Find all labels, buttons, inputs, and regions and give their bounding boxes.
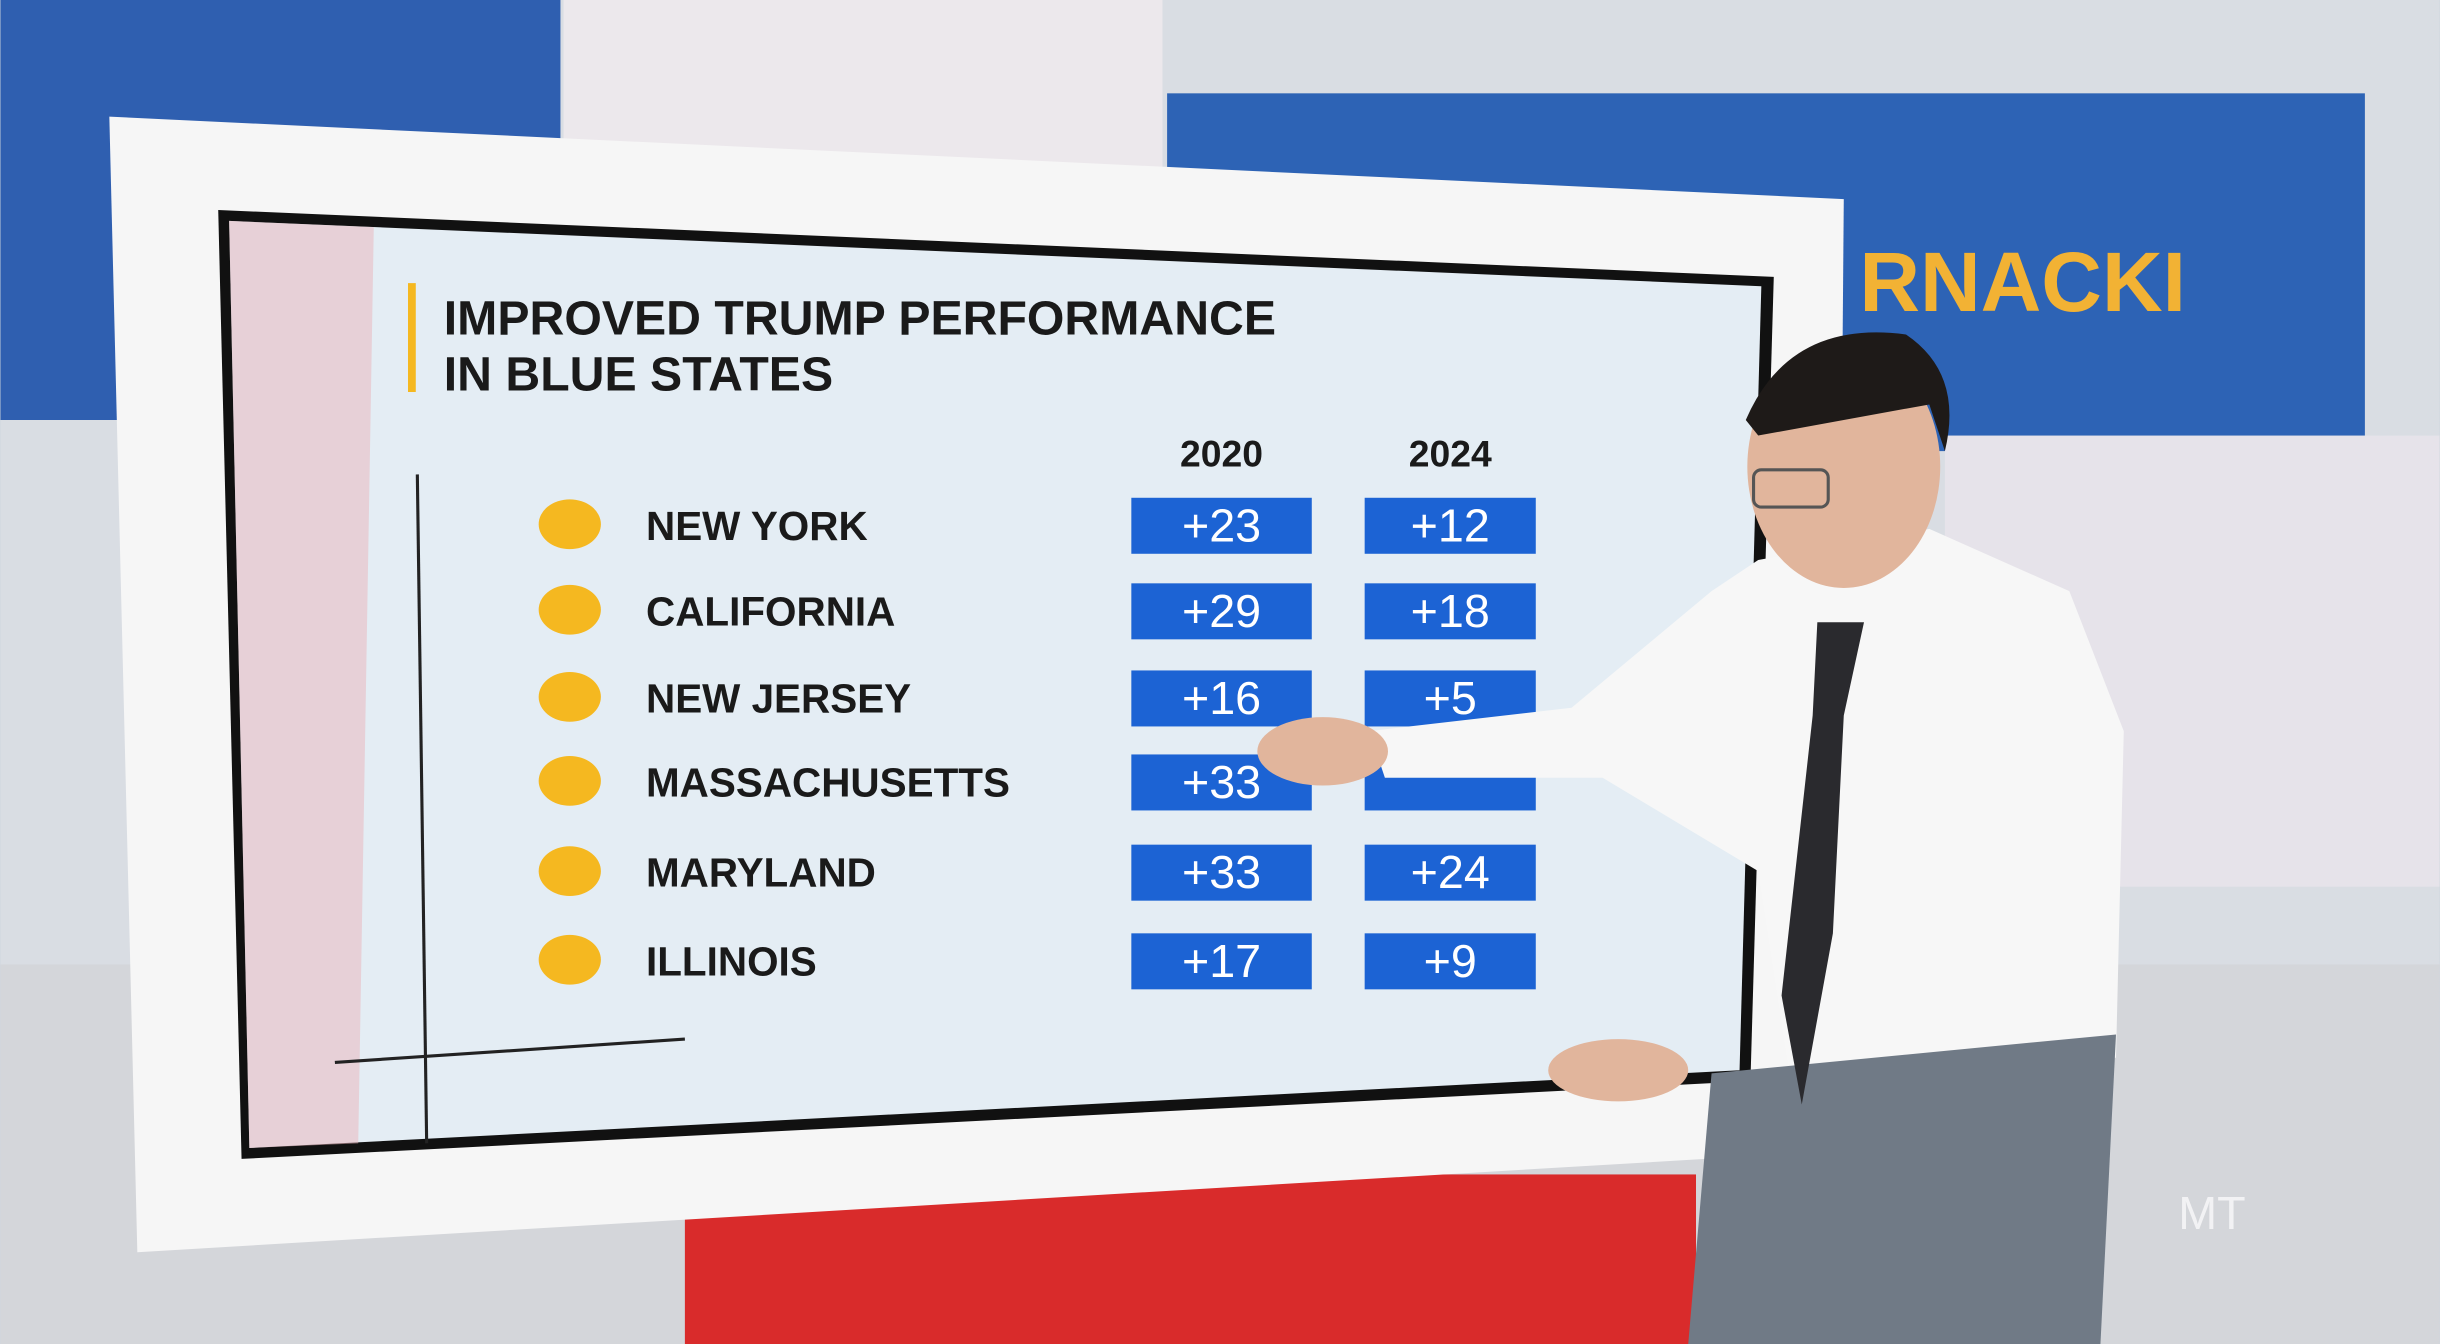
divider-horizontal [334,1037,685,1064]
value-box [1131,670,1312,727]
shirt [1369,528,2124,1074]
value-box [1131,933,1312,990]
sign-text: RNACKI [1859,235,2186,329]
tie [1781,622,1864,1105]
value-text: +29 [1182,585,1261,637]
state-name: ILLINOIS [646,938,817,984]
screen-display [229,220,1762,1148]
column-header: 2024 [1409,433,1492,475]
value-box [1364,933,1536,990]
value-box [1131,583,1312,640]
glasses [1752,468,1830,509]
value-text: +18 [1411,585,1490,637]
value-text: +5 [1424,672,1477,724]
state-name: MASSACHUSETTS [646,759,1010,805]
value-text: +17 [1182,935,1261,987]
state-icon [538,584,601,635]
state-icon [538,672,601,722]
top-panel [563,0,1163,172]
table-title: IMPROVED TRUMP PERFORMANCE [444,291,1276,345]
value-box [1364,497,1536,554]
value-text: +24 [1411,846,1490,898]
presenter [1257,332,2124,1344]
value-text: +23 [1182,499,1261,551]
trousers [1688,1034,2116,1344]
hand [1257,717,1388,786]
state-icon [538,846,601,896]
value-text: +33 [1182,846,1261,898]
value-box [1131,497,1312,554]
value-box [1364,583,1536,640]
value-text: +16 [1182,672,1261,724]
title-accent [408,283,416,392]
column-header: 2020 [1180,433,1263,475]
table-title: IN BLUE STATES [444,347,833,401]
state-name: MARYLAND [646,850,876,896]
value-box [1131,844,1312,901]
state-icon [538,756,601,806]
map-pattern [229,220,374,1148]
state-name: NEW YORK [646,503,868,549]
value-text: +33 [1182,756,1261,808]
state-icon [538,934,601,985]
hand [1548,1039,1689,1102]
value-text: +12 [1411,499,1490,551]
divider-vertical [415,474,429,1144]
hair [1745,332,1950,452]
state-name: CALIFORNIA [646,588,895,634]
value-text: +9 [1424,935,1477,987]
logo: MT [2178,1187,2245,1239]
state-icon [538,499,601,550]
value-box [1364,844,1536,901]
state-name: NEW JERSEY [646,675,911,721]
